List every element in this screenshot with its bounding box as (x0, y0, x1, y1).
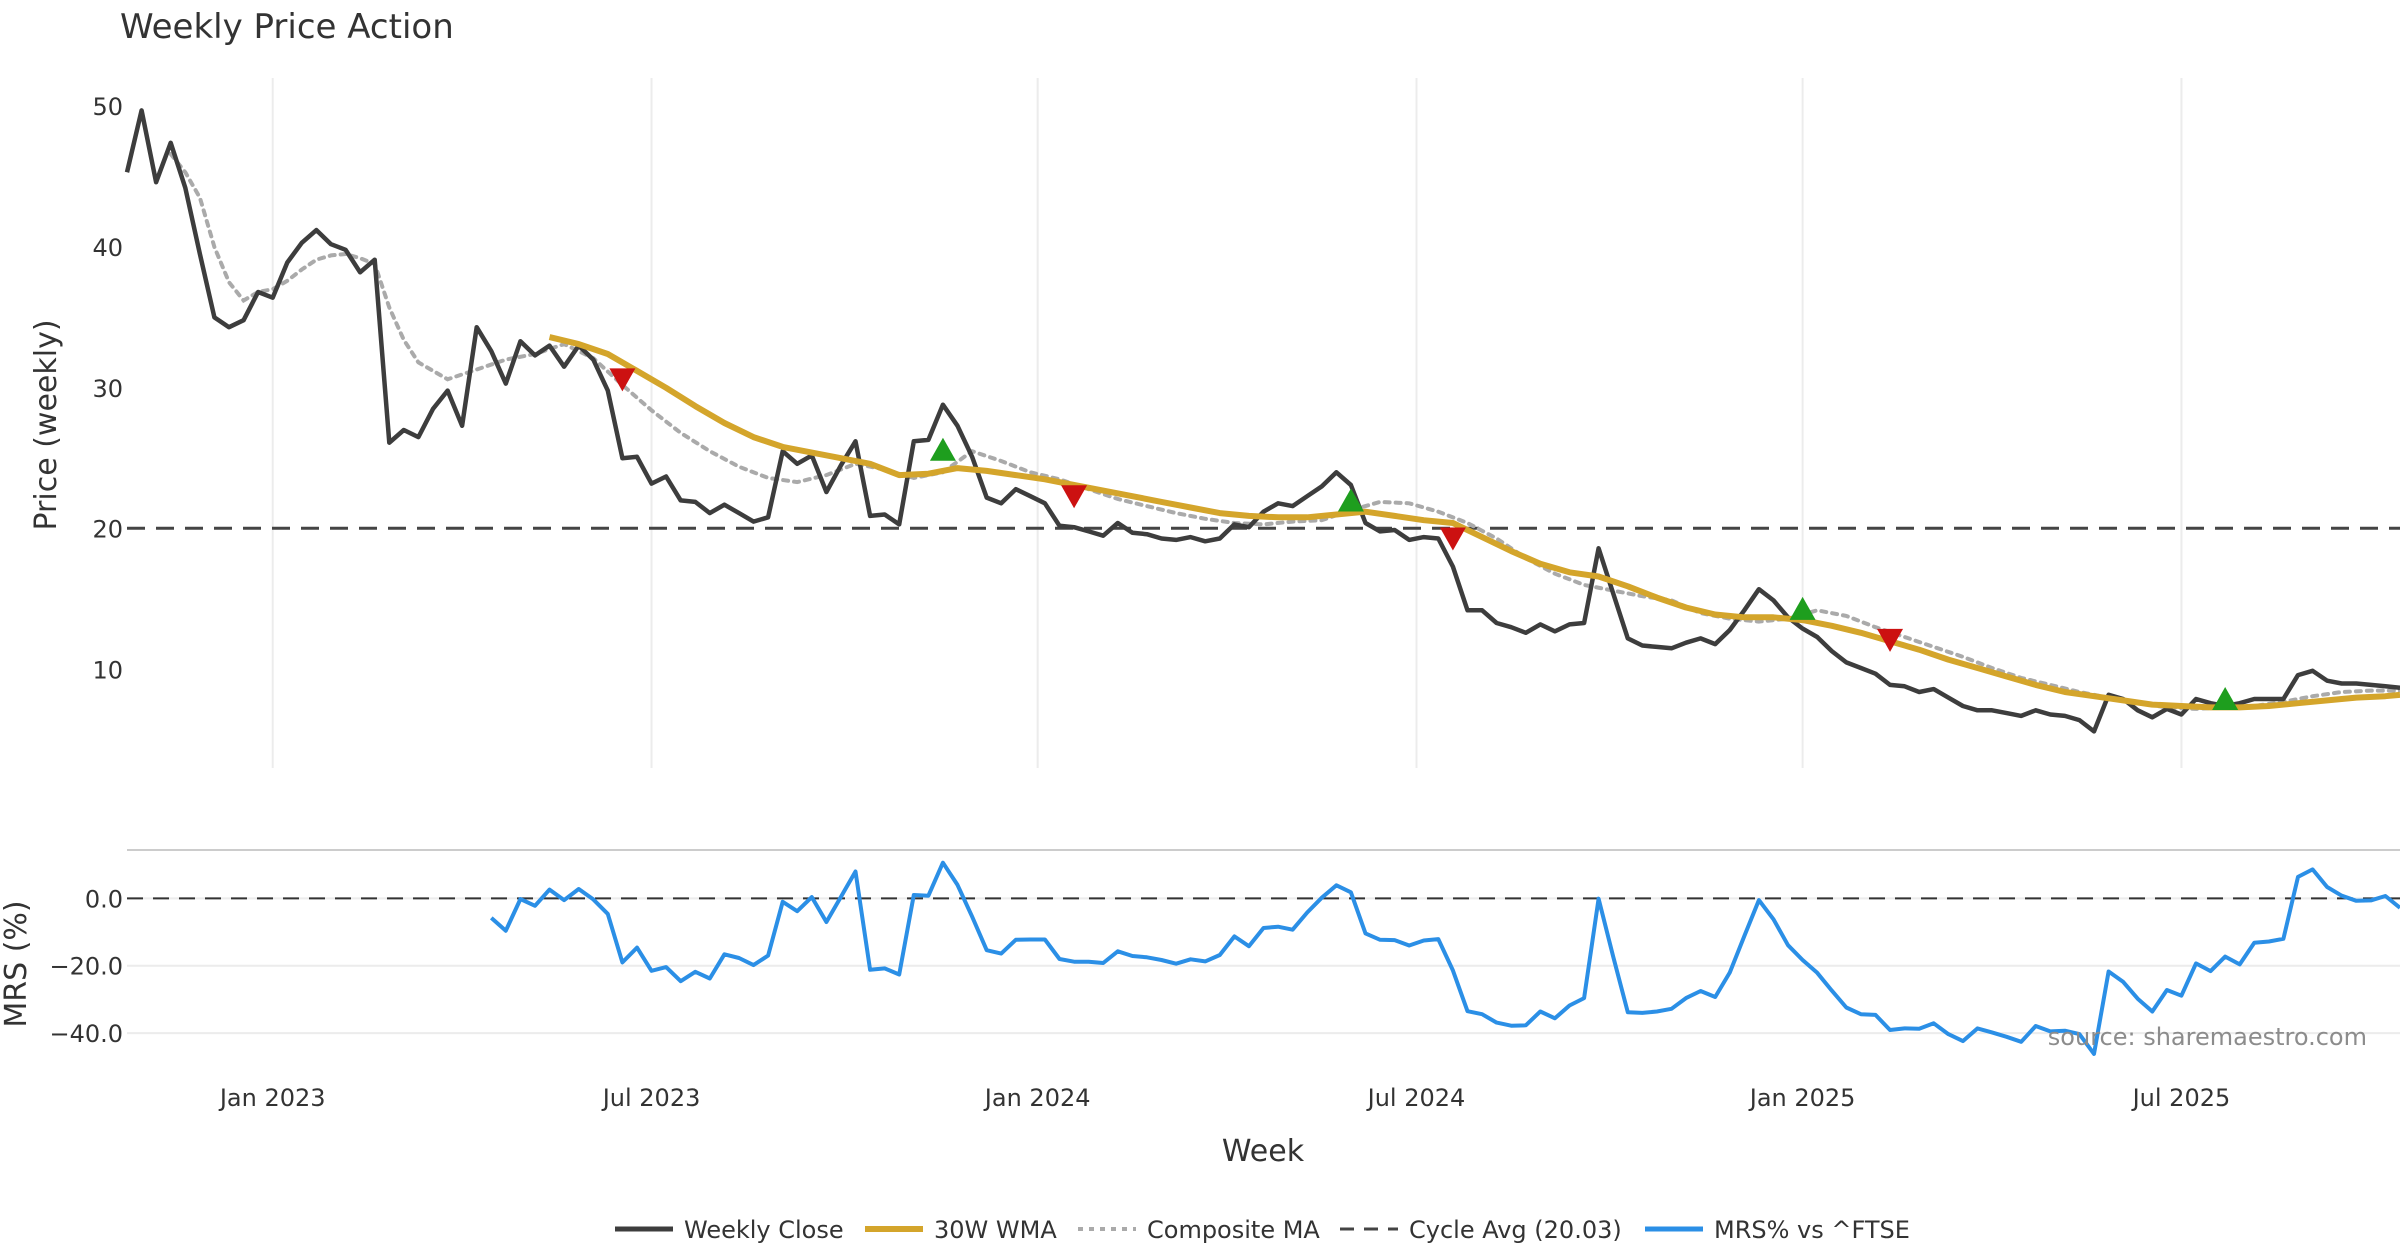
price-y-tick-50: 50 (92, 93, 123, 121)
composite-ma-series (168, 152, 2400, 711)
legend-item-cycle: Cycle Avg (20.03) (1340, 1216, 1622, 1244)
chart-title: Weekly Price Action (120, 7, 454, 47)
legend-label-wma: 30W WMA (934, 1216, 1057, 1244)
price-y-tick-10: 10 (92, 656, 123, 684)
legend-item-composite: Composite MA (1078, 1216, 1320, 1244)
x-tick-3: Jul 2024 (1366, 1084, 1466, 1112)
signal-markers (609, 368, 2239, 710)
mrs-y-axis-label: MRS (%) (0, 900, 34, 1027)
buy-signal-3 (2212, 687, 2239, 710)
price-y-tick-20: 20 (92, 516, 123, 544)
buy-signal-1 (1337, 488, 1364, 512)
mrs-y-tick-1: −20.0 (49, 953, 123, 981)
mrs-gridlines (127, 897, 2400, 1035)
sell-signal-1 (1061, 485, 1088, 509)
price-y-tick-30: 30 (92, 375, 123, 403)
legend-item-wma: 30W WMA (865, 1216, 1057, 1244)
mrs-y-ticks: 0.0 −20.0 −40.0 (49, 885, 123, 1048)
mrs-y-tick-2: −40.0 (49, 1020, 123, 1048)
legend-item-mrs: MRS% vs ^FTSE (1645, 1216, 1910, 1244)
legend-label-composite: Composite MA (1147, 1216, 1320, 1244)
wma-30w-series (548, 334, 2400, 711)
sell-signal-3 (1877, 628, 1904, 652)
legend-label-cycle: Cycle Avg (20.03) (1409, 1216, 1622, 1244)
legend-label-close: Weekly Close (684, 1216, 844, 1244)
price-y-ticks: 10 20 30 40 50 (92, 93, 123, 684)
sell-signal-0 (609, 368, 636, 392)
x-axis-label: Week (1222, 1134, 1305, 1169)
x-tick-0: Jan 2023 (218, 1084, 326, 1112)
sell-signal-2 (1439, 527, 1466, 551)
legend-item-close: Weekly Close (615, 1216, 844, 1244)
price-y-tick-40: 40 (92, 234, 123, 262)
buy-signal-0 (929, 437, 956, 461)
legend-label-mrs: MRS% vs ^FTSE (1714, 1216, 1910, 1244)
legend: Weekly Close 30W WMA Composite MA Cycle Avg… (615, 1216, 1910, 1244)
x-ticks: Jan 2023 Jul 2023 Jan 2024 Jul 2024 Jan 2025… (218, 1084, 2230, 1112)
vertical-gridlines (271, 78, 2183, 768)
source-note: source: sharemaestro.com (2048, 1023, 2367, 1051)
x-tick-5: Jul 2025 (2131, 1084, 2231, 1112)
x-tick-2: Jan 2024 (983, 1084, 1091, 1112)
weekly-close-series (124, 108, 2400, 734)
mrs-series (489, 860, 2400, 1056)
x-tick-4: Jan 2025 (1748, 1084, 1856, 1112)
mrs-y-tick-0: 0.0 (85, 885, 123, 913)
price-y-axis-label: Price (weekly) (29, 319, 64, 530)
buy-signal-2 (1789, 596, 1816, 620)
x-tick-1: Jul 2023 (601, 1084, 701, 1112)
